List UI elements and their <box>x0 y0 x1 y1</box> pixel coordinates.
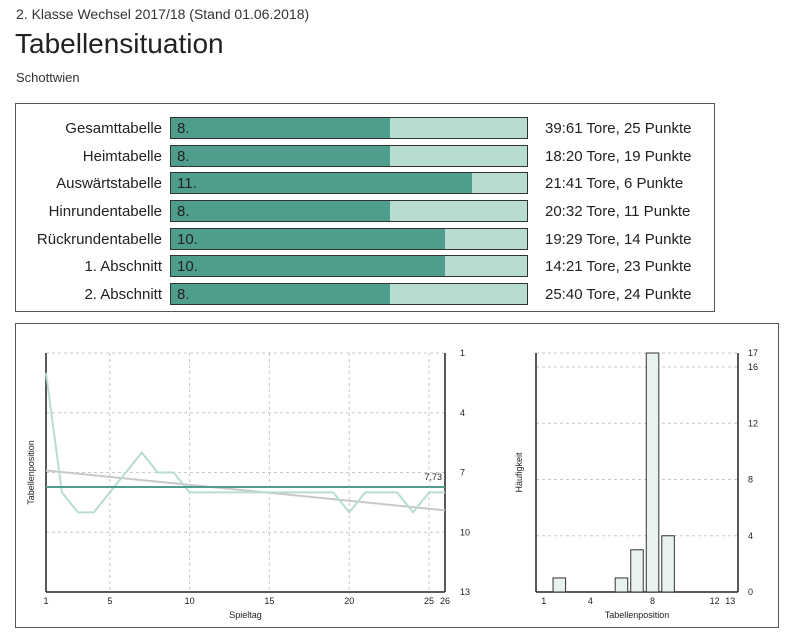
x-axis-title: Tabellenposition <box>605 610 670 620</box>
table-row-heim: Heimtabelle 8. 18:20 Tore, 19 Punkte <box>16 145 716 169</box>
table-row-abschnitt-1: 1. Abschnitt 10. 14:21 Tore, 23 Punkte <box>16 255 716 279</box>
position-bar-fill <box>171 201 390 221</box>
position-label: 8. <box>177 203 190 220</box>
table-label: Auswärtstabelle <box>56 175 162 192</box>
position-series-line <box>45 372 445 514</box>
x-tick-label: 1 <box>43 596 48 606</box>
table-row-hinrunde: Hinrundentabelle 8. 20:32 Tore, 11 Punkt… <box>16 200 716 224</box>
y-tick-label: 16 <box>748 362 758 372</box>
position-bar: 11. <box>170 172 528 194</box>
position-bar-fill <box>171 284 390 304</box>
table-label: Heimtabelle <box>82 148 162 165</box>
table-result: 39:61 Tore, 25 Punkte <box>545 120 692 137</box>
y-tick-label: 10 <box>460 527 470 537</box>
y-tick-label: 17 <box>748 348 758 358</box>
position-bar: 8. <box>170 145 528 167</box>
position-label: 10. <box>177 231 198 248</box>
x-tick-label: 10 <box>185 596 195 606</box>
position-label: 8. <box>177 148 190 165</box>
histogram-bar <box>645 352 660 593</box>
standings-tables-panel: Gesamttabelle 8. 39:61 Tore, 25 Punkte H… <box>15 103 715 312</box>
mean-label: 7,73 <box>424 472 442 482</box>
table-label: 1. Abschnitt <box>84 258 162 275</box>
team-name: Schottwien <box>16 70 80 85</box>
y-axis-title: Häufigkeit <box>514 452 524 493</box>
x-tick-label: 26 <box>440 596 450 606</box>
position-label: 8. <box>177 120 190 137</box>
y-tick-label: 12 <box>748 418 758 428</box>
y-tick-label: 1 <box>460 348 465 358</box>
trend-line <box>45 469 446 512</box>
league-subtitle: 2. Klasse Wechsel 2017/18 (Stand 01.06.2… <box>16 6 310 22</box>
table-row-abschnitt-2: 2. Abschnitt 8. 25:40 Tore, 24 Punkte <box>16 283 716 307</box>
position-bar-fill <box>171 173 472 193</box>
position-bar-fill <box>171 256 445 276</box>
x-tick-label: 25 <box>424 596 434 606</box>
position-bar: 10. <box>170 255 528 277</box>
table-result: 20:32 Tore, 11 Punkte <box>545 203 691 220</box>
x-tick-label: 1 <box>541 596 546 606</box>
position-bar: 8. <box>170 200 528 222</box>
position-bar: 8. <box>170 117 528 139</box>
y-tick-label: 13 <box>460 587 470 597</box>
charts-panel: 1 5 10 15 20 25 26 1 4 7 10 13 Spieltag Tabellenposit… <box>15 323 779 628</box>
histogram-bar <box>661 535 675 593</box>
histogram-bar <box>552 577 567 593</box>
table-result: 19:29 Tore, 14 Punkte <box>545 231 692 248</box>
x-tick-label: 8 <box>650 596 655 606</box>
x-axis-title: Spieltag <box>229 610 262 620</box>
table-result: 18:20 Tore, 19 Punkte <box>545 148 692 165</box>
y-tick-label: 7 <box>460 468 465 478</box>
table-row-gesamt: Gesamttabelle 8. 39:61 Tore, 25 Punkte <box>16 117 716 141</box>
table-result: 25:40 Tore, 24 Punkte <box>545 286 692 303</box>
x-tick-label: 12 <box>710 596 720 606</box>
position-label: 8. <box>177 286 190 303</box>
position-bar-fill <box>171 229 445 249</box>
x-tick-label: 5 <box>107 596 112 606</box>
position-bar-fill <box>171 118 390 138</box>
table-row-auswaerts: Auswärtstabelle 11. 21:41 Tore, 6 Punkte <box>16 172 716 196</box>
y-tick-label: 4 <box>748 531 753 541</box>
position-bar: 10. <box>170 228 528 250</box>
y-tick-label: 4 <box>460 408 465 418</box>
histogram-bar <box>630 549 644 593</box>
position-bar: 8. <box>170 283 528 305</box>
page-title: Tabellensituation <box>15 28 224 59</box>
position-line-chart: 1 5 10 15 20 25 261471013SpieltagTabellenposit… <box>26 348 470 620</box>
table-label: Gesamttabelle <box>65 120 162 137</box>
x-tick-label: 15 <box>264 596 274 606</box>
x-tick-label: 4 <box>588 596 593 606</box>
position-bar-fill <box>171 146 390 166</box>
position-label: 11. <box>177 175 197 192</box>
y-axis-title: Tabellenposition <box>26 440 36 505</box>
y-tick-label: 8 <box>748 475 753 485</box>
table-label: 2. Abschnitt <box>84 286 162 303</box>
table-row-rueckrunde: Rückrundentabelle 10. 19:29 Tore, 14 Pun… <box>16 228 716 252</box>
position-label: 10. <box>177 258 198 275</box>
table-result: 14:21 Tore, 23 Punkte <box>545 258 692 275</box>
table-result: 21:41 Tore, 6 Punkte <box>545 175 684 192</box>
table-label: Rückrundentabelle <box>36 231 162 248</box>
x-tick-label: 20 <box>344 596 354 606</box>
y-tick-label: 0 <box>748 587 753 597</box>
x-tick-label: 13 <box>725 596 735 606</box>
histogram-bar <box>614 577 629 593</box>
table-label: Hinrundentabelle <box>48 203 162 220</box>
